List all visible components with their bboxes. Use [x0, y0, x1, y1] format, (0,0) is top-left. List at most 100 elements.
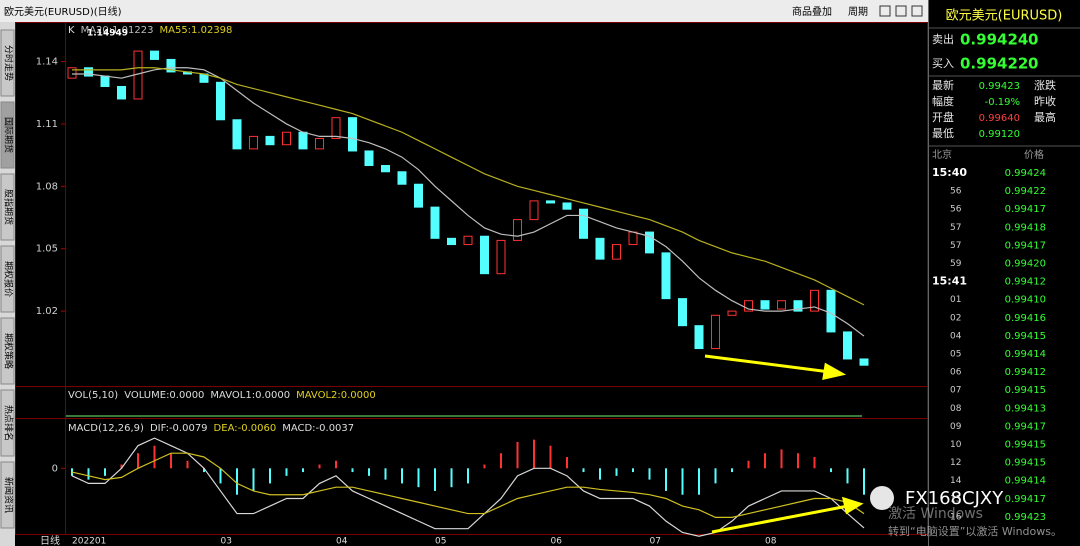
ticks-time-header: 北京 [932, 148, 952, 161]
macd-tick-label: 0 [52, 463, 58, 474]
close[interactable] [911, 5, 923, 17]
panel-frames [15, 22, 928, 535]
candle-body [496, 239, 506, 275]
candle-body [463, 235, 473, 246]
y-tick-label: 1.05 [36, 244, 58, 255]
indicator-label: MA20:1.01223 [81, 25, 154, 36]
sidebar-tab[interactable] [0, 317, 15, 385]
stat-label: 最高 [1034, 110, 1056, 124]
sidebar-tab-label: 期权报价 [3, 261, 15, 297]
candle-body [562, 202, 572, 210]
sidebar-tab[interactable] [0, 29, 15, 97]
overlay-button[interactable]: 商品叠加 [792, 5, 832, 18]
x-tick-label: 03 [221, 537, 232, 546]
candle-body [298, 131, 308, 150]
candle-body [777, 300, 786, 310]
sidebar-tab[interactable] [0, 245, 15, 313]
candle-body [150, 50, 159, 60]
tick-price: 0.99417 [1005, 204, 1046, 215]
y-tick-label: 1.14 [36, 57, 58, 68]
stat-label: 幅度 [932, 94, 954, 108]
candle-body [612, 244, 621, 260]
tick-time: 15:41 [932, 275, 967, 288]
tick-time: 57 [950, 223, 961, 233]
indicator-label: DIF:-0.0079 [150, 423, 208, 434]
candle-body [331, 117, 341, 139]
stat-value: 0.99423 [979, 81, 1020, 92]
sidebar-tab-label: 期权策略 [3, 333, 15, 369]
tick-price: 0.99417 [1005, 421, 1046, 432]
plot: 1.14 1.11 1.08 1.05 1.02 0 K MA20:1.01223 MA55:1… [36, 25, 869, 546]
tick-price: 0.99417 [1005, 240, 1046, 251]
y-tick-label: 1.02 [36, 306, 58, 317]
candle-body [628, 231, 638, 246]
sidebar-tab[interactable] [0, 389, 15, 457]
sidebar-tab[interactable] [0, 101, 15, 169]
tick-price: 0.99412 [1005, 367, 1046, 378]
candle-body [315, 137, 324, 150]
indicator-label: MACD(12,26,9) [68, 423, 144, 434]
x-tick-label: 08 [765, 537, 777, 546]
sidebar-tab[interactable] [0, 461, 15, 529]
maximize[interactable] [895, 5, 907, 17]
buy-label: 买入 [932, 57, 954, 70]
candle-body [166, 58, 176, 73]
y-tick-label: 1.11 [36, 119, 58, 130]
stat-label: 最新 [932, 78, 954, 92]
candle-body [546, 200, 555, 204]
indicator-label: K [68, 25, 75, 36]
candle-body [711, 314, 720, 350]
brand: FX168CJXY [905, 488, 1004, 509]
stat-label: 最低 [932, 127, 954, 140]
wechat-icon [870, 486, 894, 510]
buy-price: 0.99422 [960, 55, 1028, 73]
quote-title: 欧元美元(EURUSD) [946, 9, 1063, 24]
tick-time: 05 [950, 350, 961, 360]
candle-body [810, 289, 819, 312]
candle-body [84, 67, 93, 77]
stat-label: 开盘 [932, 110, 954, 124]
period-button[interactable]: 周期 [848, 6, 868, 18]
x-tick-label: 05 [435, 537, 446, 546]
tick-price: 0.99415 [1005, 440, 1046, 451]
title-bar [0, 0, 928, 22]
tick-time: 08 [950, 404, 962, 414]
tick-price: 0.99413 [1005, 403, 1046, 414]
ma-line [72, 67, 865, 337]
tick-time: 14 [950, 476, 962, 486]
tick-time: 09 [950, 422, 962, 432]
y-tick-label: 1.08 [36, 181, 58, 192]
candle-body [645, 231, 654, 254]
candle-body [480, 235, 489, 275]
candle-body [430, 206, 440, 239]
x-tick-label: 06 [551, 537, 563, 546]
candle-body [859, 358, 869, 366]
tick-time: 56 [950, 205, 962, 215]
tick-price: 0.99415 [1005, 331, 1046, 342]
stat-value: -0.19% [985, 97, 1020, 108]
tick-price: 0.99418 [1005, 222, 1046, 233]
tick-list: 15:40 0.99424 56 0.99422 56 0.99417 57 0.99418 5… [932, 166, 1046, 523]
candle-body [364, 150, 374, 167]
indicator-label: MAVOL1:0.0000 [210, 390, 290, 401]
x-tick-label: 202201 [72, 537, 106, 546]
sidebar-tab-label: 新闻资讯 [3, 477, 15, 513]
tick-time: 10 [950, 440, 962, 450]
minimize[interactable] [879, 5, 891, 17]
candle-body [249, 135, 258, 150]
stat-value: 0.99120 [979, 129, 1020, 140]
x-tick-label: 04 [336, 537, 348, 546]
quote-panel [928, 0, 1080, 546]
candle-body [447, 237, 456, 246]
candle-body [826, 289, 836, 333]
sidebar-tab[interactable] [0, 173, 15, 241]
tick-time: 15:40 [932, 166, 967, 179]
annotation-arrows [704, 354, 864, 534]
indicator-label: MAVOL2:0.0000 [296, 390, 376, 401]
candle-body [67, 67, 77, 79]
candle-body [727, 310, 737, 316]
candle-body [381, 165, 390, 173]
sidebar-tab-label: 国际期货 [3, 117, 15, 153]
sell-change: 0 [1028, 31, 1038, 49]
